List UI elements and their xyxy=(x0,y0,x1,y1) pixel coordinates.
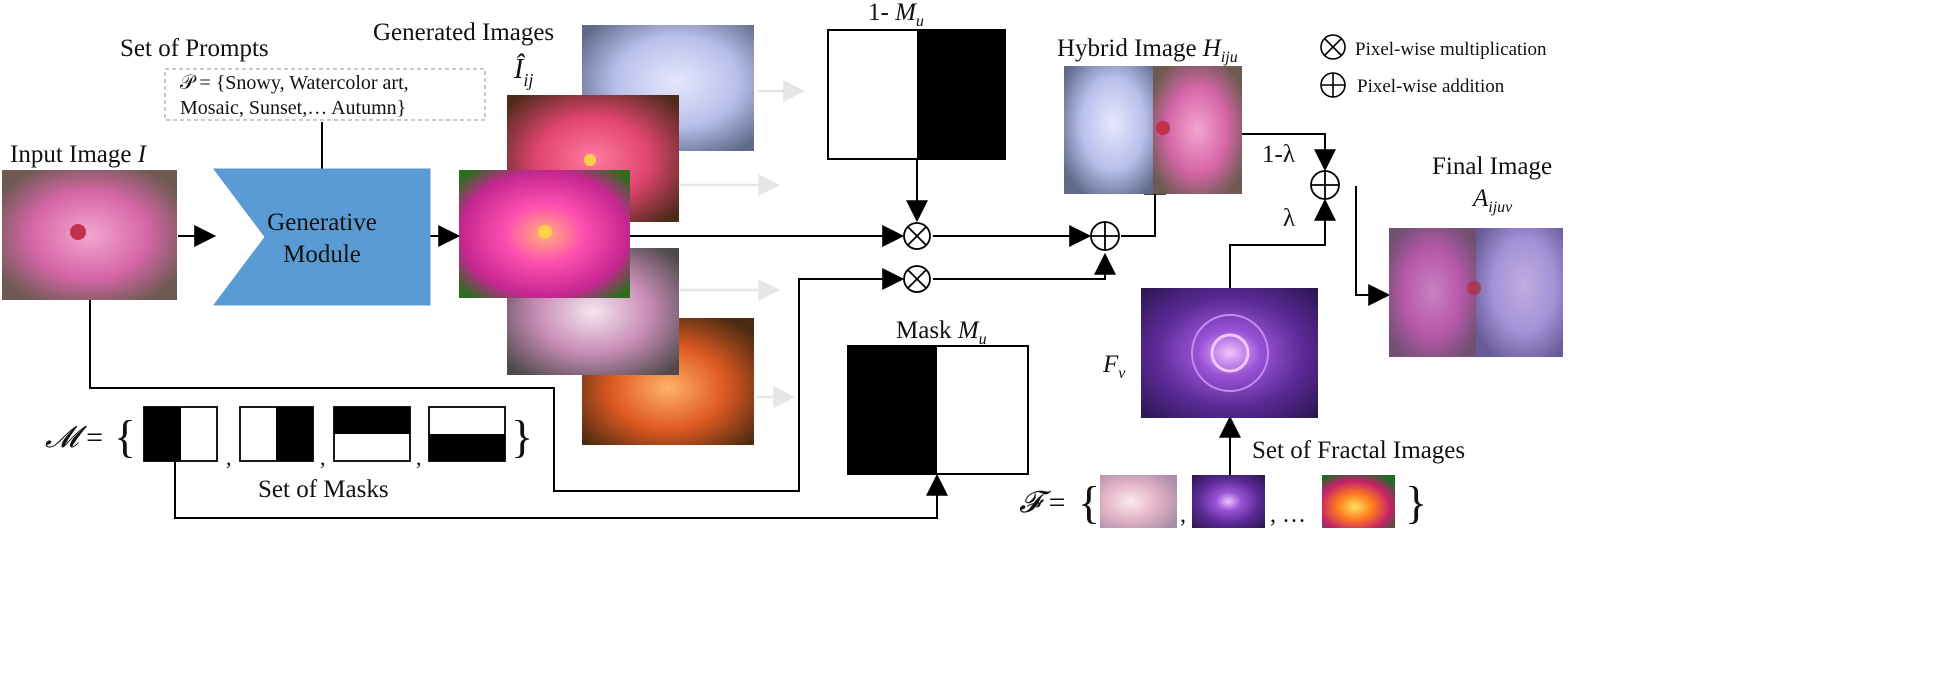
legend-add-icon xyxy=(1320,72,1346,98)
mask-set-open-brace: { xyxy=(114,411,136,462)
input-image xyxy=(2,170,177,300)
legend: Pixel-wise multiplication Pixel-wise add… xyxy=(1320,34,1547,98)
fractal-symbol: Fv xyxy=(1102,351,1126,382)
fractal-set-ellipsis: , … xyxy=(1270,502,1306,528)
fractal-set-images xyxy=(1100,475,1395,528)
hybrid-image-label: Hybrid Image Hiju xyxy=(1057,35,1238,66)
prompt-set-line2: Mosaic, Sunset,… Autumn} xyxy=(180,97,406,119)
lambda-label: λ xyxy=(1283,205,1295,232)
prompt-set-box xyxy=(164,68,486,121)
fractal-set-open-brace: { xyxy=(1078,477,1100,528)
prompt-set-line1: 𝒫 = {Snowy, Watercolor art, xyxy=(180,72,409,94)
generative-module-label-2: Module xyxy=(283,241,361,268)
legend-add-label: Pixel-wise addition xyxy=(1357,76,1505,97)
multiply-operator-2 xyxy=(903,265,931,293)
generated-images-label: Generated Images xyxy=(373,19,554,46)
add-operator-2 xyxy=(1310,170,1340,200)
legend-multiply-label: Pixel-wise multiplication xyxy=(1355,39,1547,60)
inverse-mask xyxy=(827,29,1006,160)
mask-set-comma-1: , xyxy=(226,445,232,470)
mask xyxy=(847,345,1029,475)
mask-set-bottom xyxy=(428,406,506,462)
final-image-symbol: Aijuv xyxy=(1471,185,1513,216)
add-operator-1 xyxy=(1090,221,1120,251)
edge-fractal-to-add2 xyxy=(1229,198,1336,288)
mask-set-top xyxy=(333,406,411,462)
edge-hybrid-to-add2 xyxy=(1242,133,1336,172)
edge-input-to-mult2 xyxy=(89,268,905,492)
one-minus-lambda-label: 1-λ xyxy=(1262,141,1295,168)
final-image xyxy=(1389,228,1563,357)
fractal-set-close-brace: } xyxy=(1405,477,1427,528)
mask-set-comma-2: , xyxy=(320,445,326,470)
fractal-set-expression: 𝓕 = xyxy=(1019,486,1066,519)
mask-label: Mask Mu xyxy=(896,317,987,348)
generative-module-label-1: Generative xyxy=(267,209,377,236)
legend-multiply-icon xyxy=(1320,34,1346,60)
fractal-image xyxy=(1141,288,1318,418)
mask-set-close-brace: } xyxy=(511,411,533,462)
edge-mult2-to-add1 xyxy=(933,252,1116,280)
mask-set-left xyxy=(143,406,218,462)
fractal-set-comma: , xyxy=(1180,502,1186,528)
inverse-mask-label: 1- Mu xyxy=(868,0,924,30)
input-image-label: Input Image I xyxy=(10,141,148,168)
fractal-thumb-1 xyxy=(1100,475,1177,528)
generated-image-stack xyxy=(459,25,754,445)
set-of-fractals-label: Set of Fractal Images xyxy=(1252,437,1465,464)
hybrid-image xyxy=(1064,66,1242,194)
ghost-arrows xyxy=(680,80,806,408)
fractal-thumb-3 xyxy=(1322,475,1395,528)
set-of-masks-label: Set of Masks xyxy=(258,476,389,503)
set-of-prompts-label: Set of Prompts xyxy=(120,35,269,62)
mask-set-expression: 𝓜 = xyxy=(45,421,103,454)
multiply-operator-1 xyxy=(903,222,931,250)
final-image-label: Final Image xyxy=(1432,153,1552,180)
edge-add2-to-final xyxy=(1355,186,1391,306)
edge-mask-set-to-mask xyxy=(174,460,948,519)
generated-images-symbol: Îij xyxy=(513,54,533,90)
edge-add1-to-hybrid xyxy=(1121,172,1166,237)
mask-set-right xyxy=(239,406,314,462)
mask-set-comma-3: , xyxy=(416,445,422,470)
fractal-thumb-2 xyxy=(1192,475,1265,528)
